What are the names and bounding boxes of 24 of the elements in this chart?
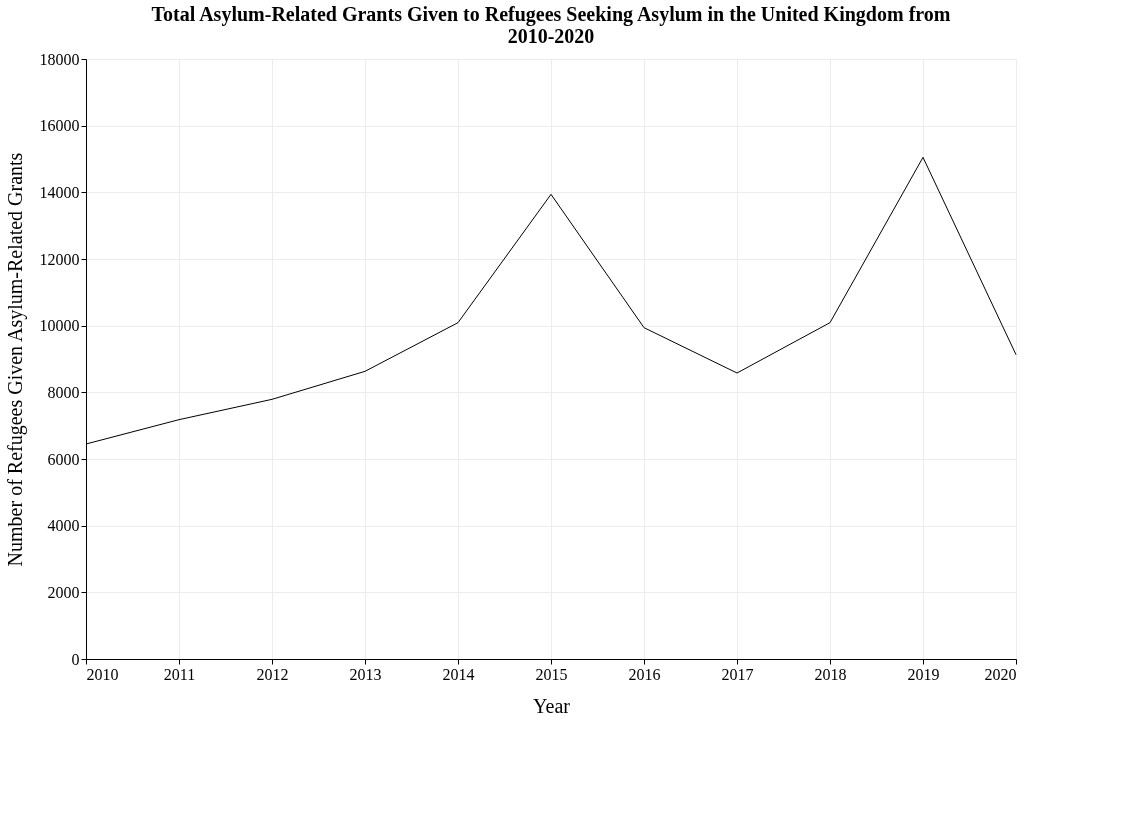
- x-axis-title: Year: [533, 694, 571, 717]
- x-tick-label: 2016: [628, 665, 661, 683]
- x-tick-label: 2017: [721, 665, 754, 683]
- y-tick-label: 6000: [47, 450, 80, 468]
- x-tick-label: 2019: [907, 665, 940, 683]
- y-tick-label: 16000: [39, 117, 80, 135]
- chart-title: Total Asylum-Related Grants Given to Refugees Seeking Asylum in the United Kingdom from 2010-2020: [151, 3, 951, 47]
- x-tick-label: 2013: [349, 665, 382, 683]
- x-tick-label: 2010: [86, 665, 119, 683]
- y-tick-label: 14000: [39, 183, 80, 201]
- y-tick-label: 4000: [47, 517, 80, 535]
- x-tick-label: 2012: [256, 665, 289, 683]
- x-tick-label: 2018: [814, 665, 847, 683]
- y-axis-title: Number of Refugees Given Asylum-Related Grants: [3, 152, 27, 567]
- y-tick-label: 18000: [39, 50, 80, 68]
- y-tick-label: 10000: [39, 317, 80, 335]
- y-tick-label: 12000: [39, 250, 80, 268]
- x-tick-label: 2014: [442, 665, 475, 683]
- y-tick-label: 0: [71, 650, 80, 668]
- x-tick-label: 2020: [984, 665, 1017, 683]
- y-tick-label: 2000: [47, 583, 80, 601]
- x-tick-label: 2011: [163, 665, 196, 683]
- x-tick-label: 2015: [535, 665, 568, 683]
- y-tick-label: 8000: [47, 383, 80, 401]
